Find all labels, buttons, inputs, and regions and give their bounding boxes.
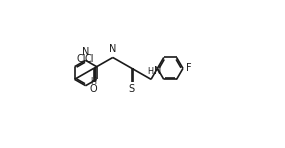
Text: N: N: [109, 45, 117, 54]
Text: F: F: [186, 63, 192, 73]
Text: Cl: Cl: [85, 54, 94, 64]
Text: S: S: [129, 84, 135, 94]
Text: H: H: [91, 77, 97, 86]
Text: O: O: [90, 84, 97, 94]
Text: Cl: Cl: [77, 54, 86, 64]
Text: N: N: [82, 47, 89, 57]
Text: H: H: [147, 67, 153, 76]
Text: N: N: [154, 66, 161, 76]
